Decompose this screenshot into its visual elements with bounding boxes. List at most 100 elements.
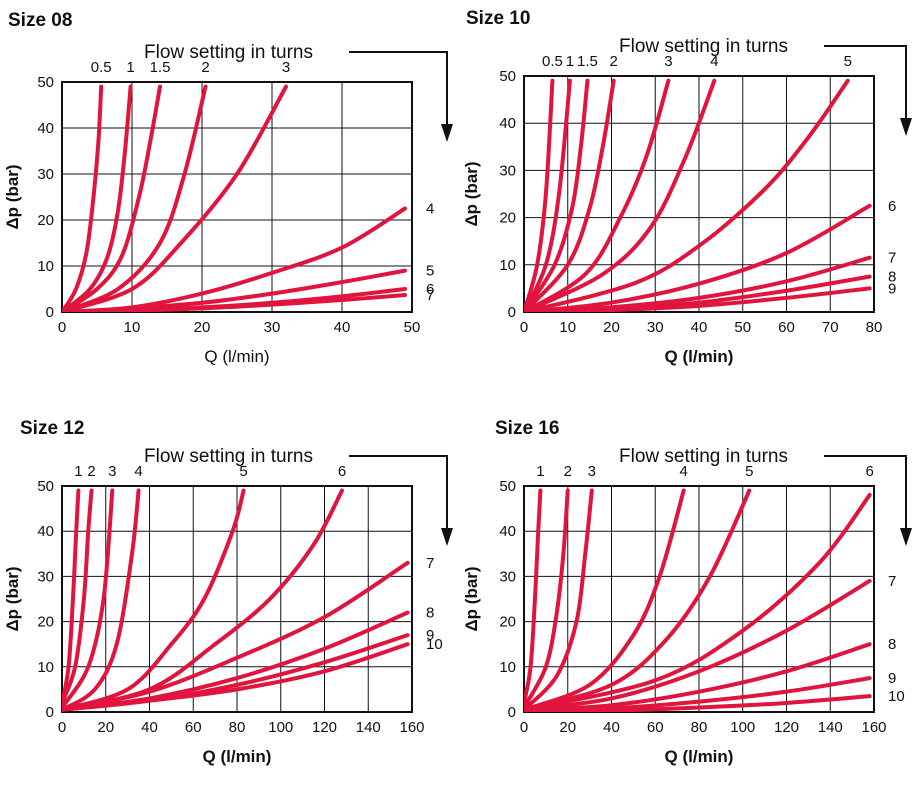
y-tick-label: 20	[37, 614, 54, 631]
x-tick-label: 120	[312, 719, 337, 736]
y-tick-label: 40	[499, 115, 516, 132]
chart-panel-size-16: Size 16 Flow setting in turns 0 20 40 60 80 100…	[459, 410, 918, 781]
y-axis-label: Δp (bar)	[3, 566, 22, 631]
plot-frame	[61, 485, 413, 713]
y-tick-label: 0	[508, 704, 516, 721]
y-tick-label: 40	[37, 120, 54, 137]
x-tick-label: 60	[647, 719, 664, 736]
x-tick-label: 30	[264, 319, 281, 336]
series-label: 9	[888, 670, 896, 687]
series-label: 9	[426, 627, 434, 644]
x-axis-label: Q (l/min)	[203, 747, 272, 766]
series-line	[524, 488, 543, 705]
chart-title: Size 12	[20, 418, 84, 439]
flow-setting-annotation: Flow setting in turns	[619, 446, 788, 467]
series-label: 2	[87, 463, 95, 480]
x-axis-label: Q (l/min)	[204, 347, 269, 366]
x-tick-label: 20	[194, 319, 211, 336]
series-label: 1	[74, 463, 82, 480]
x-tick-label: 140	[818, 719, 843, 736]
series-line	[524, 78, 850, 312]
y-axis-label: Δp (bar)	[462, 161, 481, 226]
y-tick-label: 30	[499, 568, 516, 585]
series-line	[524, 78, 590, 312]
series-line	[524, 694, 872, 712]
series-label: 3	[282, 59, 290, 76]
series-label: 5	[745, 463, 753, 480]
series-line	[62, 84, 208, 312]
series-label: 2	[610, 53, 618, 70]
series-line	[62, 642, 410, 712]
y-tick-label: 50	[37, 478, 54, 495]
series-label: 0.5	[91, 59, 112, 76]
series-line	[524, 488, 686, 712]
plot-frame	[61, 81, 413, 313]
y-tick-label: 40	[499, 523, 516, 540]
series-line	[524, 78, 616, 312]
series-label: 8	[888, 269, 896, 286]
x-tick-label: 0	[520, 719, 528, 736]
series-line	[524, 78, 671, 312]
series-label: 10	[426, 636, 443, 653]
y-tick-label: 10	[499, 257, 516, 274]
y-tick-label: 30	[37, 568, 54, 585]
series-label: 2	[201, 59, 209, 76]
y-tick-label: 10	[37, 258, 54, 275]
y-tick-label: 10	[37, 659, 54, 676]
series-line	[524, 493, 872, 712]
chart-title: Size 10	[466, 8, 530, 29]
series-label: 5	[239, 463, 247, 480]
x-tick-label: 40	[141, 719, 158, 736]
series-label: 4	[680, 463, 688, 480]
y-tick-label: 20	[499, 614, 516, 631]
x-tick-label: 40	[691, 319, 708, 336]
series-label: 7	[426, 287, 434, 304]
series-label: 1	[566, 53, 574, 70]
series-label: 1.5	[150, 59, 171, 76]
series-label: 9	[888, 280, 896, 297]
arrow-line	[349, 455, 448, 531]
series-label: 4	[710, 53, 718, 70]
arrow-line	[349, 51, 448, 127]
y-tick-label: 0	[46, 704, 54, 721]
series-label: 3	[588, 463, 596, 480]
arrow-head-icon	[441, 528, 453, 546]
series-line	[524, 78, 555, 312]
series-label: 5	[426, 263, 434, 280]
x-tick-label: 40	[603, 719, 620, 736]
x-tick-label: 80	[691, 719, 708, 736]
series-line	[62, 488, 81, 705]
series-label: 1.5	[577, 53, 598, 70]
series-label: 8	[426, 605, 434, 622]
x-axis-label: Q (l/min)	[665, 747, 734, 766]
x-tick-label: 70	[822, 319, 839, 336]
series-line	[524, 78, 572, 312]
series-label: 8	[888, 636, 896, 653]
chart-panel-size-12: Size 12 Flow setting in turns 0 20 40 60 80 100…	[0, 410, 459, 781]
series-line	[62, 488, 94, 705]
series-label: 1	[126, 59, 134, 76]
x-tick-label: 20	[97, 719, 114, 736]
series-line	[62, 292, 407, 312]
x-tick-label: 80	[866, 319, 883, 336]
series-line	[524, 488, 594, 712]
y-tick-label: 30	[37, 166, 54, 183]
arrow-line	[824, 45, 907, 121]
series-label: 0.5	[542, 53, 563, 70]
series-line	[62, 84, 162, 312]
series-group	[62, 84, 407, 312]
x-tick-label: 80	[229, 719, 246, 736]
series-line	[524, 488, 752, 712]
series-line	[524, 78, 717, 312]
plot-frame	[523, 485, 875, 713]
flow-setting-annotation: Flow setting in turns	[144, 446, 313, 467]
x-tick-label: 100	[730, 719, 755, 736]
chart-panel-size-10: Size 10 Flow setting in turns 0 10 20 30 40 50 6…	[459, 0, 918, 390]
x-tick-label: 160	[399, 719, 424, 736]
chart-panel-size-08: Size 08 Flow setting in turns 0 10 20 30 40 50 0…	[0, 0, 459, 390]
y-tick-label: 50	[499, 478, 516, 495]
x-tick-label: 100	[268, 719, 293, 736]
y-axis-label: Δp (bar)	[462, 566, 481, 631]
series-label: 6	[865, 463, 873, 480]
